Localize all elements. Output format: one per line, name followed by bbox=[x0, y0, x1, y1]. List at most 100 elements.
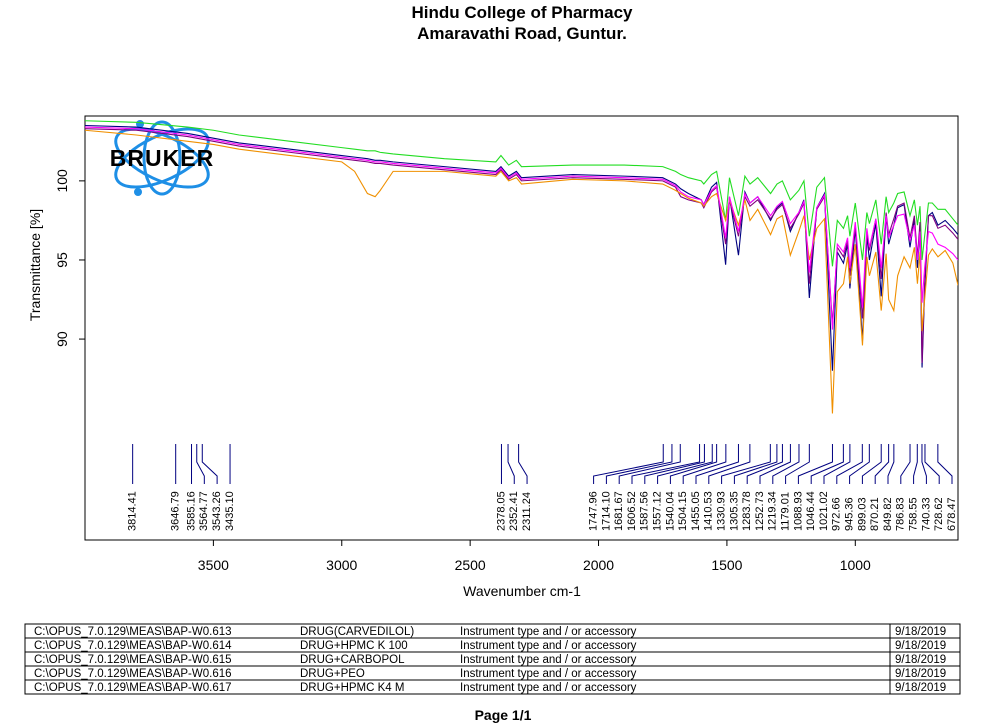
peak-label: 3543.26 bbox=[211, 491, 223, 531]
peak-marker bbox=[836, 444, 863, 484]
y-tick-label: 90 bbox=[54, 331, 70, 347]
logo-text: BRUKER bbox=[110, 145, 214, 171]
peak-label: 3814.41 bbox=[127, 491, 139, 531]
peak-marker bbox=[644, 444, 705, 484]
peak-marker bbox=[518, 444, 528, 484]
y-tick-label: 95 bbox=[54, 252, 70, 268]
peak-marker bbox=[682, 444, 727, 484]
peak-label: 1714.10 bbox=[600, 491, 612, 531]
peak-marker bbox=[669, 444, 718, 484]
legend-date: 9/18/2019 bbox=[895, 668, 946, 680]
peak-marker bbox=[605, 444, 673, 484]
peak-marker bbox=[900, 444, 911, 484]
x-tick-label: 3500 bbox=[198, 557, 229, 573]
peak-label: 758.55 bbox=[908, 497, 920, 531]
peak-marker bbox=[507, 444, 515, 484]
peak-marker bbox=[657, 444, 713, 484]
legend-date: 9/18/2019 bbox=[895, 654, 946, 666]
peak-label: 972.66 bbox=[831, 497, 843, 531]
peak-label: 728.62 bbox=[933, 497, 945, 531]
peak-marker bbox=[823, 444, 851, 484]
logo-dot bbox=[134, 188, 142, 196]
peak-label: 2378.05 bbox=[495, 491, 507, 531]
spectrum-line bbox=[85, 129, 958, 414]
peak-label: 740.33 bbox=[920, 497, 932, 531]
x-tick-label: 3000 bbox=[326, 557, 357, 573]
spectrum-line bbox=[85, 126, 958, 330]
page-footer: Page 1/1 bbox=[475, 707, 532, 723]
peak-label: 2311.24 bbox=[521, 492, 533, 531]
peak-marker bbox=[721, 444, 771, 484]
x-tick-label: 2000 bbox=[583, 557, 614, 573]
peak-marker bbox=[887, 444, 895, 484]
peak-label: 3435.10 bbox=[224, 491, 236, 531]
peak-label: 1305.35 bbox=[728, 491, 740, 531]
peak-label: 678.47 bbox=[946, 497, 958, 531]
x-tick-label: 1500 bbox=[711, 557, 742, 573]
peak-marker bbox=[733, 444, 778, 484]
logo: BRUKER bbox=[110, 120, 214, 196]
peak-marker bbox=[913, 444, 918, 484]
peak-label: 786.83 bbox=[895, 497, 907, 531]
legend-date: 9/18/2019 bbox=[895, 640, 946, 652]
peak-marker bbox=[746, 444, 783, 484]
x-axis-label: Wavenumber cm-1 bbox=[463, 583, 581, 599]
peak-label: 1252.73 bbox=[754, 491, 766, 531]
peak-label: 1179.01 bbox=[780, 492, 792, 531]
legend-date: 9/18/2019 bbox=[895, 626, 946, 638]
legend-file: C:\OPUS_7.0.129\MEAS\BAP-W0.615 bbox=[34, 654, 232, 666]
peak-marker bbox=[874, 444, 890, 484]
peak-label: 1330.93 bbox=[716, 491, 728, 531]
spectrum-line bbox=[85, 120, 958, 267]
peak-label: 1606.52 bbox=[626, 491, 638, 531]
legend-entry: DRUG+CARBOPOL bbox=[300, 654, 405, 666]
legend-file: C:\OPUS_7.0.129\MEAS\BAP-W0.613 bbox=[34, 626, 232, 638]
chart-title: Hindu College of Pharmacy bbox=[411, 3, 633, 22]
legend-accessory: Instrument type and / or accessory bbox=[460, 640, 637, 652]
peak-label: 1021.02 bbox=[818, 491, 830, 531]
x-tick-label: 1000 bbox=[840, 557, 871, 573]
peak-label: 1587.56 bbox=[639, 491, 651, 531]
peak-marker bbox=[937, 444, 953, 484]
legend-entry: DRUG+PEO bbox=[300, 668, 365, 680]
y-tick-label: 100 bbox=[54, 169, 70, 193]
peak-label: 1557.12 bbox=[652, 491, 664, 531]
peak-label: 945.36 bbox=[844, 497, 856, 531]
legend-accessory: Instrument type and / or accessory bbox=[460, 668, 637, 680]
peak-marker bbox=[201, 444, 218, 484]
peak-marker bbox=[772, 444, 800, 484]
peak-label: 1283.78 bbox=[741, 491, 753, 531]
peak-label: 1681.67 bbox=[613, 491, 625, 531]
y-axis-label: Transmittance [%] bbox=[27, 209, 43, 321]
peak-label: 2352.41 bbox=[508, 491, 520, 531]
spectrum-line bbox=[85, 128, 958, 363]
legend-accessory: Instrument type and / or accessory bbox=[460, 682, 637, 694]
legend-entry: DRUG+HPMC K4 M bbox=[300, 682, 404, 694]
x-tick-label: 2500 bbox=[455, 557, 486, 573]
legend-frame bbox=[24, 623, 961, 695]
legend-date: 9/18/2019 bbox=[895, 682, 946, 694]
plot-frame bbox=[84, 115, 959, 541]
peak-label: 899.03 bbox=[856, 497, 868, 531]
peak-marker bbox=[810, 444, 844, 484]
legend-file: C:\OPUS_7.0.129\MEAS\BAP-W0.616 bbox=[34, 668, 232, 680]
peak-marker bbox=[921, 444, 927, 484]
peak-label: 849.82 bbox=[882, 497, 894, 531]
peak-marker bbox=[593, 444, 664, 484]
chart-subtitle: Amaravathi Road, Guntur. bbox=[417, 24, 627, 43]
peak-label: 1219.34 bbox=[767, 491, 779, 531]
peak-marker bbox=[708, 444, 751, 484]
peak-marker bbox=[196, 444, 205, 484]
peak-marker bbox=[618, 444, 681, 484]
peak-marker bbox=[785, 444, 810, 484]
legend-file: C:\OPUS_7.0.129\MEAS\BAP-W0.614 bbox=[34, 640, 232, 652]
legend-entry: DRUG+HPMC K 100 bbox=[300, 640, 408, 652]
peak-label: 1046.44 bbox=[805, 491, 817, 531]
legend-accessory: Instrument type and / or accessory bbox=[460, 626, 637, 638]
peak-marker bbox=[924, 444, 940, 484]
peak-marker bbox=[759, 444, 791, 484]
peak-label: 3564.77 bbox=[198, 491, 210, 531]
peak-label: 1504.15 bbox=[677, 491, 689, 531]
legend-file: C:\OPUS_7.0.129\MEAS\BAP-W0.617 bbox=[34, 682, 232, 694]
